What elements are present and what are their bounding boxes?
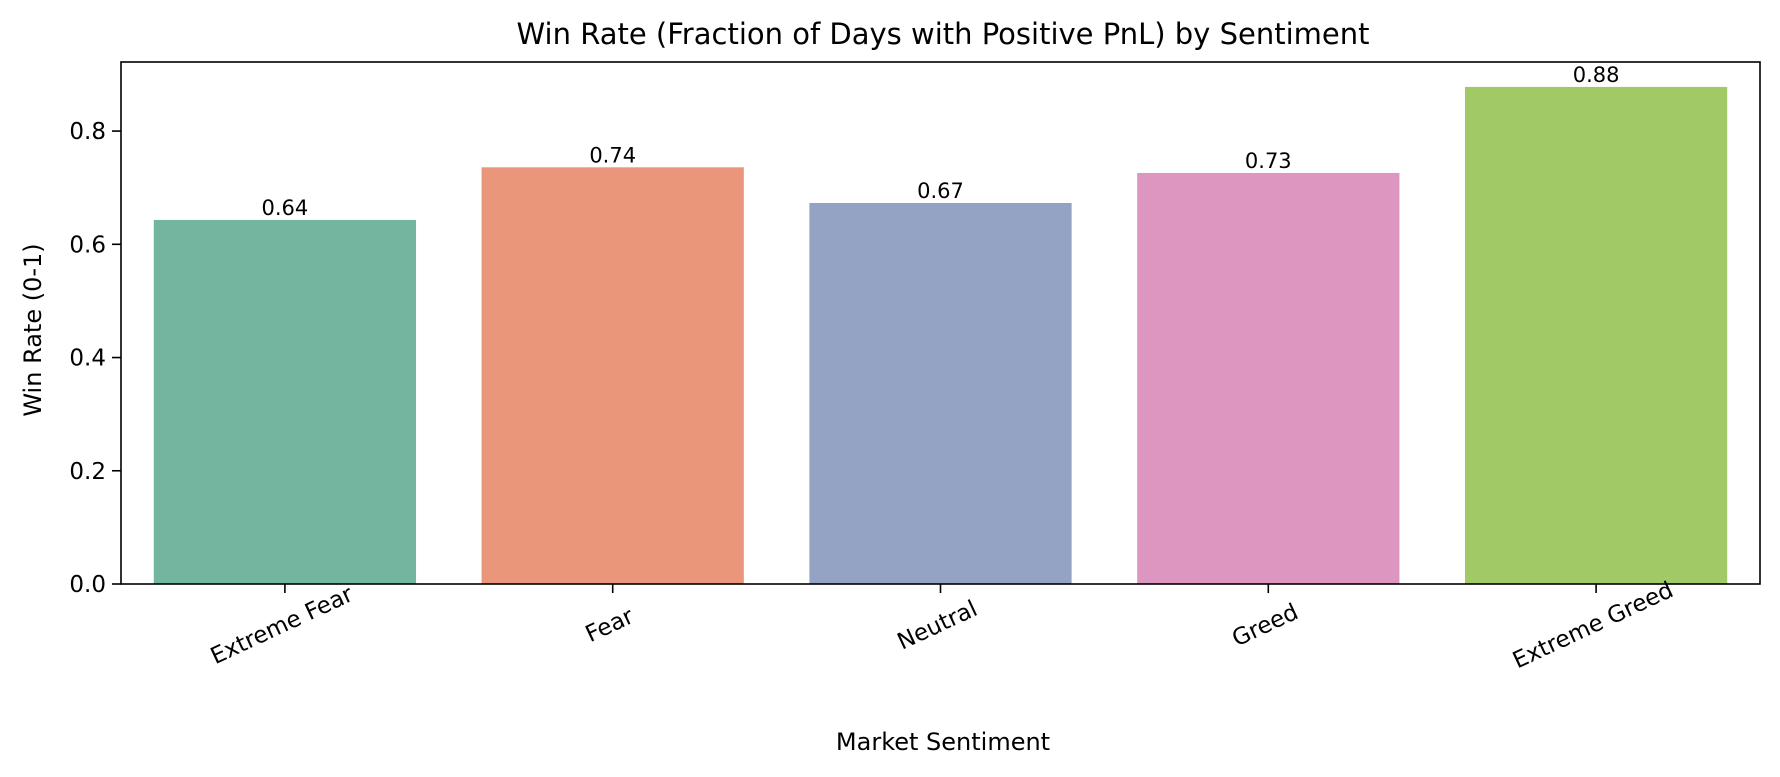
x-tick-label-extreme-greed: Extreme Greed: [1509, 577, 1678, 674]
y-tick-label: 0.2: [69, 459, 106, 485]
x-tick-label-fear: Fear: [582, 603, 638, 648]
x-axis-label: Market Sentiment: [836, 728, 1050, 756]
bars: [153, 86, 1728, 584]
y-tick-label: 0.0: [69, 572, 106, 598]
y-tick-label: 0.8: [69, 119, 106, 145]
y-tick-label: 0.4: [69, 346, 106, 372]
x-tick-label-greed: Greed: [1228, 599, 1302, 652]
value-label-neutral: 0.67: [917, 179, 964, 203]
bar-fear: [481, 167, 744, 584]
y-tick-label: 0.6: [69, 232, 106, 258]
bar-extreme-greed: [1464, 86, 1728, 584]
value-labels: 0.64 0.74 0.67 0.73 0.88: [262, 63, 1620, 220]
value-label-fear: 0.74: [589, 143, 636, 167]
bar-neutral: [809, 202, 1072, 584]
value-label-greed: 0.73: [1245, 149, 1292, 173]
y-axis-label: Win Rate (0-1): [19, 243, 47, 416]
x-tick-label-neutral: Neutral: [894, 596, 982, 655]
x-tick-label-extreme-fear: Extreme Fear: [207, 581, 358, 670]
bar-extreme-fear: [153, 219, 417, 584]
value-label-extreme-fear: 0.64: [262, 196, 309, 220]
chart-title: Win Rate (Fraction of Days with Positive…: [517, 17, 1370, 51]
x-ticks: Extreme Fear Fear Neutral Greed Extreme Gree…: [207, 577, 1678, 674]
value-label-extreme-greed: 0.88: [1573, 63, 1620, 87]
y-ticks: 0.0 0.2 0.4 0.6 0.8: [69, 119, 121, 598]
bar-greed: [1137, 172, 1400, 584]
plot-frame: [120, 61, 1761, 585]
